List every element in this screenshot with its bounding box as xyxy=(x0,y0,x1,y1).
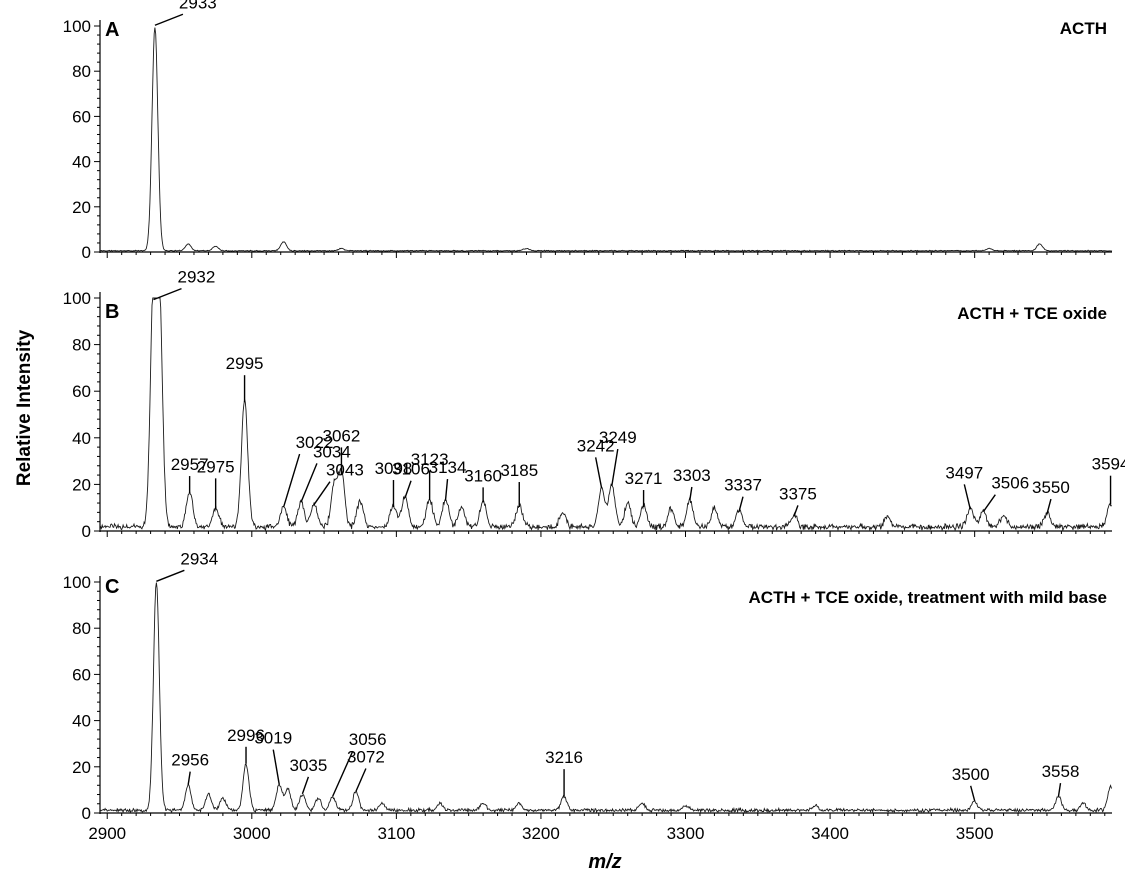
peak-leader-line xyxy=(982,494,996,513)
x-tick-label: 3000 xyxy=(233,824,271,843)
peak-leader-line xyxy=(156,569,185,582)
peak-label: 3497 xyxy=(945,463,983,482)
peak-label: 3123 xyxy=(411,450,449,469)
y-tick-label: 80 xyxy=(72,336,91,355)
peak-label: 3594 xyxy=(1092,455,1125,474)
peak-label: 3506 xyxy=(991,474,1029,493)
x-tick-label: 3300 xyxy=(667,824,705,843)
peak-leader-line xyxy=(444,478,449,501)
panel-letter: A xyxy=(105,19,119,41)
peak-label: 3160 xyxy=(464,466,502,485)
peak-label: 2995 xyxy=(226,354,264,373)
panel-title: ACTH + TCE oxide xyxy=(957,304,1107,323)
y-tick-label: 40 xyxy=(72,712,91,731)
y-tick-label: 100 xyxy=(63,573,91,592)
peak-leader-line xyxy=(153,288,182,301)
y-tick-label: 80 xyxy=(72,62,91,81)
x-tick-label: 2900 xyxy=(88,824,126,843)
peak-label: 3062 xyxy=(323,426,361,445)
y-tick-label: 100 xyxy=(63,289,91,308)
peak-leader-line xyxy=(355,768,367,792)
y-tick-label: 40 xyxy=(72,153,91,172)
y-tick-label: 60 xyxy=(72,665,91,684)
peak-leader-line xyxy=(404,480,412,498)
peak-label: 3106 xyxy=(392,460,430,479)
peak-label: 2996 xyxy=(227,726,265,745)
y-tick-label: 80 xyxy=(72,619,91,638)
peak-label: 3072 xyxy=(347,748,385,767)
spectrum-panel-b: 0 20 40 60 80 100 B ACTH + TCE oxide 2932 2957297… xyxy=(63,268,1125,541)
peak-leader-line xyxy=(1046,498,1052,515)
spectrum-trace xyxy=(99,582,1113,814)
peak-label: 3043 xyxy=(326,461,364,480)
peak-label: 3185 xyxy=(500,461,538,480)
peak-leader-line xyxy=(689,486,693,501)
peak-label: 3035 xyxy=(289,756,327,775)
peak-label: 3375 xyxy=(779,484,817,503)
peak-label: 3056 xyxy=(349,730,387,749)
y-tick-label: 0 xyxy=(82,243,91,262)
panel-letter: C xyxy=(105,576,119,598)
y-tick-label: 100 xyxy=(63,17,91,36)
panel-title: ACTH xyxy=(1060,19,1107,38)
spectrum-panel-a: 0 20 40 60 80 100 A ACTH 2933 xyxy=(63,0,1113,262)
peak-leader-line xyxy=(594,457,603,489)
peak-label: 2975 xyxy=(197,457,235,476)
y-tick-label: 20 xyxy=(72,198,91,217)
peak-leader-line xyxy=(300,463,318,503)
peak-leader-line xyxy=(272,749,280,785)
peak-label: 2933 xyxy=(179,0,217,12)
spectrum-trace xyxy=(99,27,1113,252)
y-tick-label: 60 xyxy=(72,382,91,401)
peak-label: 3019 xyxy=(254,729,292,748)
y-tick-label: 0 xyxy=(82,804,91,823)
peak-label: 3249 xyxy=(599,428,637,447)
y-tick-label: 40 xyxy=(72,429,91,448)
peak-leader-line xyxy=(963,484,972,510)
peak-label: 3558 xyxy=(1042,762,1080,781)
peak-label: 2932 xyxy=(177,268,215,287)
peak-label: 3550 xyxy=(1032,478,1070,497)
spectrum-panel-c: 0 20 40 60 80 100 2900 3000 3100 3200 3300 3400 3500… xyxy=(63,549,1113,843)
peak-label: 3134 xyxy=(429,458,467,477)
peak-leader-line xyxy=(793,505,799,517)
x-tick-label: 3100 xyxy=(377,824,415,843)
x-tick-label: 3500 xyxy=(956,824,994,843)
panel-letter: B xyxy=(105,301,119,323)
peak-label: 3500 xyxy=(952,765,990,784)
panel-title: ACTH + TCE oxide, treatment with mild ba… xyxy=(749,588,1107,607)
peak-leader-line xyxy=(332,750,354,797)
peak-label: 3022 xyxy=(296,433,334,452)
peak-label: 3216 xyxy=(545,748,583,767)
peak-leader-line xyxy=(154,13,184,26)
peak-leader-line xyxy=(969,785,976,801)
peak-label: 3271 xyxy=(625,469,663,488)
peak-leader-line xyxy=(611,448,619,487)
y-tick-label: 0 xyxy=(82,522,91,541)
peak-label: 3303 xyxy=(673,466,711,485)
peak-leader-line xyxy=(1057,783,1062,797)
peak-label: 2934 xyxy=(180,549,218,568)
y-tick-label: 20 xyxy=(72,758,91,777)
y-tick-label: 60 xyxy=(72,107,91,126)
peak-label: 3098 xyxy=(375,459,413,478)
x-tick-label: 3200 xyxy=(522,824,560,843)
y-tick-label: 20 xyxy=(72,475,91,494)
peak-leader-line xyxy=(282,453,301,508)
peak-leader-line xyxy=(313,481,331,506)
peak-label: 2956 xyxy=(171,751,209,770)
y-axis-title: Relative Intensity xyxy=(14,329,35,486)
peak-leader-line xyxy=(187,771,191,785)
x-tick-label: 3400 xyxy=(811,824,849,843)
peak-label: 3337 xyxy=(724,476,762,495)
spectrum-trace xyxy=(99,297,1113,532)
peak-leader-line xyxy=(738,496,744,512)
peak-label: 3242 xyxy=(577,436,615,455)
peak-label: 2957 xyxy=(171,455,209,474)
x-axis-title: m/z xyxy=(588,851,621,873)
peak-leader-line xyxy=(301,776,310,795)
